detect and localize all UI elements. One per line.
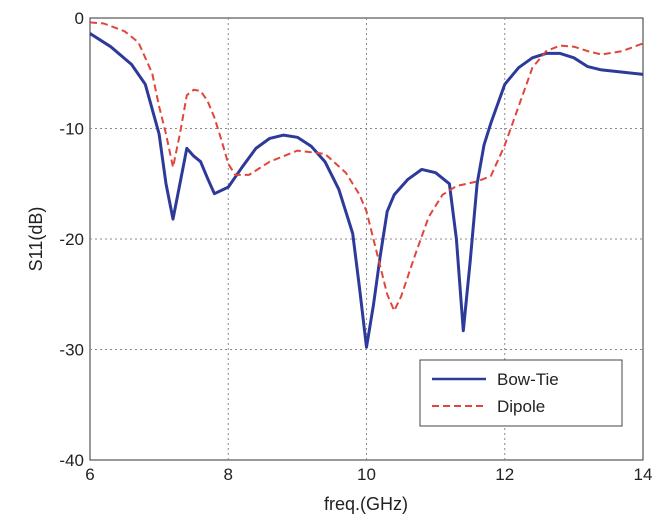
tick-labels: 6 8 10 12 14 0 -10 -20 -30 -40 — [59, 9, 652, 484]
x-tick-label: 10 — [357, 465, 376, 484]
x-tick-label: 14 — [634, 465, 653, 484]
series-line-bow-tie — [89, 32, 644, 349]
y-tick-label: -30 — [59, 341, 84, 360]
x-axis-label: freq.(GHz) — [324, 494, 408, 514]
y-tick-label: -10 — [59, 120, 84, 139]
legend-label-dipole: Dipole — [497, 397, 545, 416]
legend: Bow-Tie Dipole — [419, 359, 623, 427]
x-tick-label: 8 — [224, 465, 233, 484]
x-tick-label: 12 — [495, 465, 514, 484]
series-layer — [89, 21, 644, 349]
y-tick-label: 0 — [75, 9, 84, 28]
legend-box — [419, 359, 623, 427]
x-tick-label: 6 — [85, 465, 94, 484]
grid — [90, 18, 643, 460]
series-line-dipole — [89, 21, 644, 312]
legend-label-bow-tie: Bow-Tie — [497, 370, 559, 389]
y-axis-label: S11(dB) — [26, 207, 46, 272]
y-tick-label: -20 — [59, 230, 84, 249]
y-tick-label: -40 — [59, 451, 84, 470]
